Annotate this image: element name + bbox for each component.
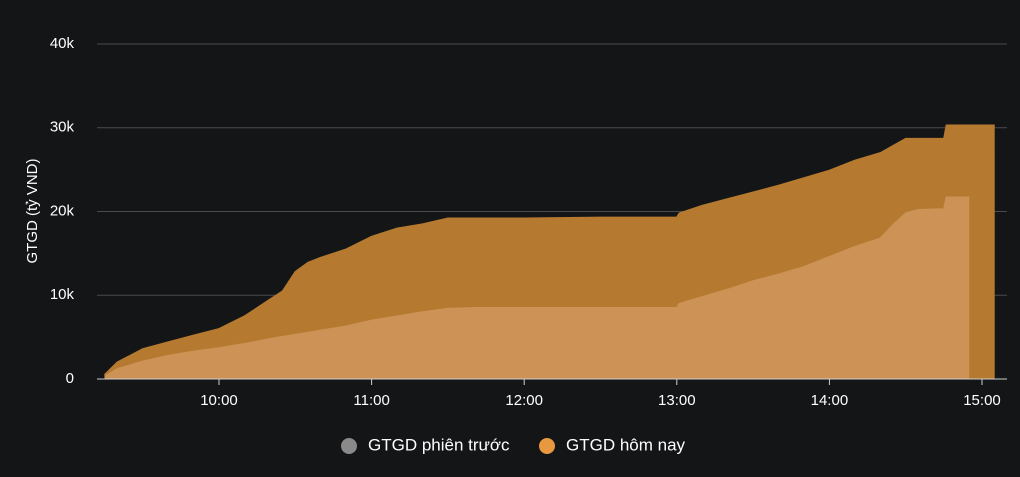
legend[interactable]: GTGD phiên trước GTGD hôm nay — [341, 435, 686, 454]
x-tick-label: 12:00 — [505, 392, 543, 409]
series-area-today — [104, 197, 970, 379]
y-axis-ticks: 0 10k 20k 30k 40k — [50, 35, 75, 387]
legend-marker — [539, 438, 555, 454]
y-tick-label: 10k — [50, 286, 75, 303]
y-tick-label: 0 — [66, 370, 74, 387]
x-tick-label: 10:00 — [200, 392, 238, 409]
x-axis-ticks: 10:00 11:00 12:00 13:00 14:00 15:00 — [97, 378, 1007, 409]
y-axis-title: GTGD (tỷ VND) — [24, 159, 41, 264]
legend-item[interactable]: GTGD hôm nay — [539, 435, 686, 454]
series-line-previous-session — [103, 124, 995, 376]
series-areas — [103, 124, 995, 379]
legend-marker — [341, 438, 357, 454]
y-tick-label: 30k — [50, 119, 75, 136]
legend-label: GTGD phiên trước — [368, 435, 510, 454]
legend-label: GTGD hôm nay — [566, 435, 686, 454]
y-tick-label: 20k — [50, 202, 75, 219]
x-tick-label: 13:00 — [658, 392, 696, 409]
x-tick-label: 14:00 — [811, 392, 849, 409]
legend-item[interactable]: GTGD phiên trước — [341, 435, 510, 454]
y-tick-label: 40k — [50, 35, 75, 52]
series-line-today — [104, 196, 970, 378]
x-tick-label: 15:00 — [963, 392, 1001, 409]
x-tick-label: 11:00 — [353, 392, 389, 409]
